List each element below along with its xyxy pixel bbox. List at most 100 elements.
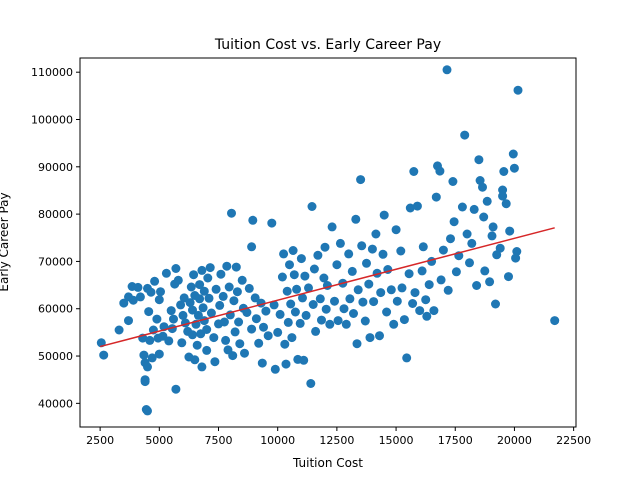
data-point [133,282,143,292]
data-point [128,295,138,305]
data-point [498,191,508,201]
data-point [376,288,386,298]
data-point [391,225,401,235]
data-point [277,272,287,282]
data-point [263,331,273,341]
data-point [161,268,171,278]
data-point [287,333,297,343]
chart-title: Tuition Cost vs. Early Career Pay [214,37,441,53]
data-point [421,295,431,305]
data-point [446,234,455,244]
x-tick-label: 12500 [319,434,354,447]
data-point [448,177,458,186]
data-point [173,275,183,285]
data-point [479,212,489,222]
data-point [505,226,515,236]
data-point [152,314,162,324]
data-point [204,293,214,303]
data-point [177,338,187,348]
data-point [147,353,157,363]
data-point [488,222,498,232]
data-point [357,241,367,251]
data-point [367,244,377,254]
data-point [259,322,268,332]
y-tick-label: 50000 [38,350,73,363]
data-point [289,270,299,280]
data-point [325,319,335,329]
trend-line [99,227,555,348]
x-tick-label: 22500 [556,434,591,447]
data-point [189,270,199,280]
data-point [317,315,326,325]
data-point [480,266,490,276]
data-point [198,303,208,313]
data-point [424,280,434,290]
data-point [270,364,280,374]
data-point [206,308,216,318]
data-point [402,353,412,363]
data-point [344,249,354,259]
data-point [436,275,446,285]
data-point [290,307,300,317]
data-point [292,284,302,294]
data-point [308,300,318,309]
data-point [227,208,236,218]
data-point [405,203,415,213]
data-point [435,166,445,176]
data-point [231,262,241,272]
data-point [237,275,247,285]
data-point [465,258,474,268]
data-point [301,310,311,320]
data-point [442,65,452,75]
data-point [404,269,414,279]
data-point [143,406,152,416]
data-point [345,294,355,304]
data-point [176,300,186,310]
y-tick-label: 110000 [31,66,73,79]
data-point [244,283,254,293]
data-point [309,264,319,274]
data-point [353,285,363,295]
data-point [298,293,307,303]
data-point [156,287,165,297]
data-point [467,238,477,248]
x-tick-label: 5000 [145,434,173,447]
data-point [449,217,459,227]
data-point [210,357,220,367]
data-point [190,355,200,365]
data-point [462,229,472,239]
data-point [195,294,205,304]
data-point [474,155,484,165]
data-point [335,238,345,248]
data-point [469,204,479,214]
x-tick-label: 10000 [260,434,295,447]
data-point [216,269,226,279]
data-point [417,266,427,276]
data-point [431,192,441,202]
data-point [146,287,156,297]
data-point [273,327,283,337]
data-point [397,283,407,293]
data-point [248,215,258,225]
data-point [492,250,502,260]
data-point [341,319,351,329]
data-point [415,306,425,316]
data-point [124,316,133,326]
data-point [193,310,203,320]
data-point [247,324,257,334]
data-point [280,339,290,349]
data-point [358,297,368,307]
data-point [321,304,331,314]
data-point [203,273,213,283]
data-point [382,307,392,317]
data-point [513,85,523,95]
data-point [460,130,470,140]
data-point [232,287,242,297]
data-point [247,242,257,252]
x-axis-ticks: 2500 5000 7500 10000 12500 15000 17500 20000 225… [86,427,591,447]
data-point [311,326,321,336]
data-point [229,296,239,306]
data-point [352,339,362,349]
data-point [140,377,150,387]
data-point [485,277,495,287]
